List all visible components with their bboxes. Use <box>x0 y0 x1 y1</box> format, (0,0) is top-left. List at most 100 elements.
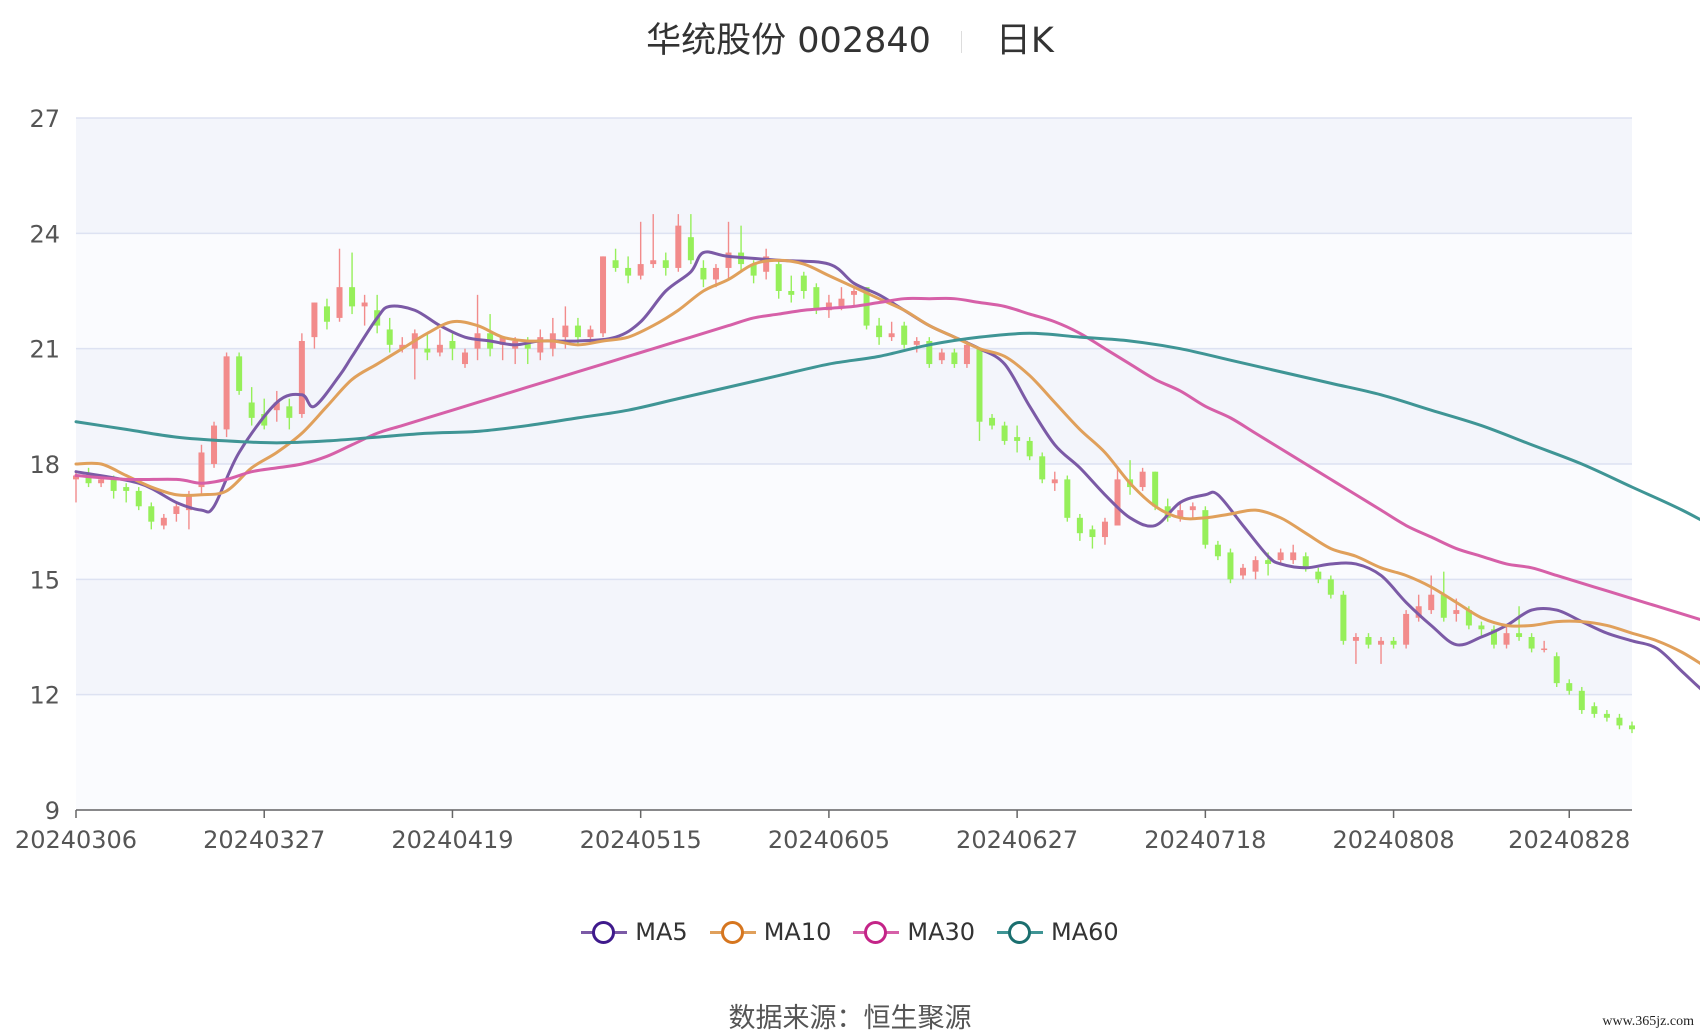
candle-body <box>399 344 406 349</box>
candle-body <box>1503 633 1510 645</box>
candle-body <box>788 291 795 295</box>
candle-body <box>1177 510 1184 518</box>
candle-body <box>1453 610 1460 614</box>
candle-body <box>1014 437 1021 441</box>
chart-title: 华统股份 002840 日K <box>0 12 1700 63</box>
candle-body <box>1352 637 1359 641</box>
legend: MA5 MA10 MA30 MA60 <box>0 918 1700 949</box>
legend-marker <box>709 921 756 944</box>
candle-body <box>775 264 782 291</box>
x-tick-label: 20240327 <box>203 826 325 854</box>
candle-body <box>700 267 707 280</box>
candle-body <box>323 306 330 322</box>
y-tick-label: 9 <box>45 797 60 825</box>
legend-item-ma60[interactable]: MA60 <box>997 918 1119 946</box>
candle-body <box>1189 506 1196 511</box>
candle-body <box>612 260 619 268</box>
candle-body <box>1277 552 1284 561</box>
candle-body <box>1553 656 1560 684</box>
plot-band <box>76 118 1632 234</box>
candle-body <box>1603 713 1610 718</box>
candle-body <box>261 414 268 426</box>
candle-body <box>763 256 770 272</box>
x-tick-label: 20240718 <box>1144 826 1266 854</box>
x-tick-label: 20240808 <box>1333 826 1455 854</box>
candle-body <box>1528 637 1535 649</box>
candle-body <box>825 302 832 311</box>
candle-body <box>173 506 180 514</box>
x-tick-label: 20240515 <box>580 826 702 854</box>
candle-body <box>976 348 983 422</box>
candle-body <box>650 260 657 265</box>
candle-body <box>135 490 142 507</box>
candle-body <box>1516 633 1523 637</box>
candle-body <box>851 291 857 295</box>
candle-body <box>1541 648 1548 651</box>
plot-band <box>76 579 1632 695</box>
candle-body <box>110 479 117 491</box>
legend-item-ma5[interactable]: MA5 <box>581 918 688 946</box>
candle-body <box>85 475 92 484</box>
period-label: 日K <box>995 21 1054 61</box>
x-tick-label: 20240419 <box>391 826 513 854</box>
candle-body <box>989 417 996 426</box>
candle-body <box>725 252 732 268</box>
candle-body <box>1101 521 1108 538</box>
candle-body <box>248 402 255 418</box>
candle-body <box>1051 479 1058 484</box>
candle-body <box>1265 560 1272 564</box>
legend-label: MA5 <box>635 918 688 946</box>
candle-body <box>1202 510 1209 545</box>
candle-body <box>1478 625 1485 630</box>
legend-marker <box>853 921 900 944</box>
candle-body <box>436 344 443 353</box>
candle-body <box>223 356 230 430</box>
candle-body <box>1629 725 1635 730</box>
candle-body <box>600 256 607 334</box>
candle-body <box>1440 594 1447 618</box>
candle-body <box>662 260 669 268</box>
candle-body <box>449 340 456 349</box>
y-tick-label: 27 <box>29 105 60 133</box>
candle-body <box>901 325 908 345</box>
candle-body <box>800 275 807 291</box>
candle-body <box>1302 556 1309 568</box>
candle-body <box>750 264 757 276</box>
candle-body <box>286 406 293 418</box>
candle-body <box>1378 640 1385 645</box>
candle-body <box>1026 440 1033 457</box>
candle-body <box>336 287 343 318</box>
candle-body <box>185 494 192 511</box>
candle-body <box>361 302 368 307</box>
candle-body <box>499 337 506 345</box>
candle-body <box>1415 606 1422 618</box>
candle-body <box>386 329 393 345</box>
candle-body <box>98 479 105 484</box>
candle-body <box>1365 637 1372 645</box>
candle-body <box>1114 479 1121 526</box>
y-tick-label: 18 <box>29 451 60 479</box>
legend-marker <box>581 921 628 944</box>
candle-body <box>675 225 682 268</box>
candle-body <box>1566 683 1573 691</box>
legend-label: MA30 <box>907 918 976 946</box>
kline-chart: 9 12 15 18 21 24 27 20240306 20240327 20240419 202… <box>15 105 1700 854</box>
candle-body <box>913 340 920 345</box>
candle-body <box>1578 690 1585 711</box>
watermark: www.365jz.com <box>1602 1014 1694 1029</box>
legend-item-ma10[interactable]: MA10 <box>709 918 831 946</box>
candle-body <box>123 487 130 491</box>
candle-body <box>1252 560 1259 572</box>
legend-item-ma30[interactable]: MA30 <box>853 918 975 946</box>
candle-body <box>876 325 883 338</box>
candle-body <box>625 267 632 276</box>
candle-body <box>1327 579 1334 595</box>
plot-band <box>76 464 1632 580</box>
candle-body <box>198 452 205 488</box>
x-tick-label: 20240605 <box>768 826 890 854</box>
candle-body <box>1152 471 1159 507</box>
y-tick-label: 15 <box>29 566 60 594</box>
candle-body <box>148 506 155 522</box>
y-tick-label: 12 <box>29 682 60 710</box>
x-tick-label: 20240306 <box>15 826 137 854</box>
